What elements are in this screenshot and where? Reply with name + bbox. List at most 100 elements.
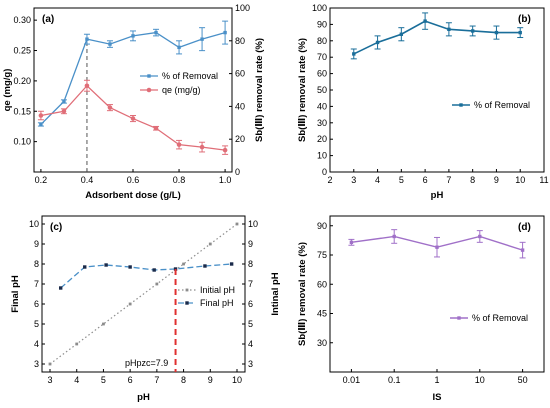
x-axis-label: IS [433,392,442,403]
y-axis-label-right: Sb(Ⅲ) removal rate (%) [254,38,265,142]
initial-ph-series-point [208,242,212,246]
final-ph-series-line [60,263,232,289]
qe-series-point [107,105,113,110]
y-tick-label-right: 20 [235,134,245,144]
removal-series-point [447,27,451,32]
panel-label: (b) [518,14,531,25]
y-tick-label-right: 8 [248,259,253,269]
initial-ph-series-line [49,223,238,365]
removal-series-point [518,30,522,35]
y-tick-label: 0.25 [13,46,31,56]
y-tick-label: 5 [34,319,39,329]
initial-ph-series-point [235,222,239,226]
initial-ph-series-point [155,282,159,286]
final-ph-series-point [229,262,234,266]
y-axis-label: Sb(Ⅲ) removal rate (%) [297,242,308,346]
x-axis-label: Adsorbent dose (g/L) [85,190,181,201]
x-tick-label: 10 [515,175,525,185]
x-tick-label: 0.6 [127,175,140,185]
y-tick-label-right: 40 [235,101,245,111]
final-ph-series-point [58,286,63,290]
initial-ph-series-point [48,362,52,366]
x-tick-label: 9 [208,375,213,385]
y-tick-label: 9 [34,239,39,249]
final-ph-series-point [83,265,87,269]
x-tick-label: 10 [232,375,242,385]
y-tick-label: 10 [317,151,327,161]
removal-series-point [177,45,181,50]
removal-series-point [108,42,112,46]
final-ph-series-point [152,268,156,272]
legend-removal-label: % of Removal [474,100,530,110]
y-tick-label: 60 [317,69,327,79]
legend-removal-marker [457,316,461,320]
removal-series-point [62,99,66,104]
qe-series-point [61,108,67,114]
removal-series-point [352,52,356,56]
initial-ph-series-point [182,262,185,266]
y-tick-label: 0.15 [13,106,31,116]
pzc-annotation: pHpzc=7.9 [125,358,168,368]
y-tick-label-right: 100 [235,3,250,13]
plot-frame [41,215,246,373]
removal-series-point [423,19,427,23]
x-tick-label: 8 [470,175,475,185]
qe-series-point [176,142,182,147]
final-ph-series-point [203,264,207,268]
legend-initial-label: Initial pH [200,285,235,295]
y-tick-label: 75 [317,250,327,260]
removal-series-point [131,34,135,38]
x-tick-label: 11 [539,175,548,185]
y-tick-label: 6 [34,299,39,309]
legend-qe-label: qe (mg/g) [162,85,201,95]
removal-series-point [375,40,380,45]
removal-series-point [478,234,482,239]
y-tick-label-right: 7 [248,279,253,289]
qe-series-point [84,83,90,89]
x-tick-label: 2 [327,175,332,185]
qe-series-point [38,113,44,118]
x-tick-label: 10 [475,375,485,385]
y-tick-label: 0.30 [13,15,31,25]
x-axis-label: pH [431,190,444,201]
y-tick-label-right: 10 [248,219,258,229]
final-ph-series-point [104,263,108,267]
legend-initial-marker [185,288,189,292]
x-tick-label: 6 [128,375,133,385]
panel-c: 3 4 5 6 7 8 9 10 3 4 5 6 7 8 9 10 3 4 5 6 7 8 9 10 (c) pH Final pH… [10,215,281,403]
y-axis-label: Sb(Ⅲ) removal rate (%) [297,38,308,142]
x-tick-label: 8 [181,375,186,385]
panel-label: (d) [518,222,531,233]
removal-series-point [223,30,227,35]
x-tick-label: 7 [446,175,451,185]
panel-label: (c) [50,222,62,233]
y-tick-label-right: 0 [235,167,240,177]
y-tick-label: 7 [34,279,39,289]
removal-series-point [520,248,525,252]
removal-series-point [399,32,404,36]
y-tick-label: 20 [317,134,327,144]
y-axis-label-left: Final pH [10,275,21,313]
y-tick-label-right: 6 [248,299,253,309]
removal-series-point [435,245,439,249]
y-tick-label: 40 [317,101,327,111]
y-tick-label: 0 [322,167,327,177]
legend-final-label: Final pH [200,298,234,308]
x-tick-label: 1.0 [219,175,232,185]
y-axis-label-right: Intinal pH [270,272,281,315]
y-tick-label: 10 [29,219,39,229]
removal-series-point [470,29,475,33]
y-tick-label: 30 [317,118,327,128]
qe-series-point [153,125,159,131]
y-tick-label: 60 [317,279,327,289]
y-tick-label: 3 [34,359,39,369]
y-tick-label: 90 [317,221,327,231]
x-tick-label: 9 [494,175,499,185]
panel-b: 2 3 4 5 6 7 8 9 10 11 0 10 20 30 40 50 60 70 80 90 100 (b) pH S… [297,3,549,201]
x-tick-label: 0.4 [81,175,94,185]
y-tick-label: 4 [34,339,39,349]
panel-d: 0.01 0.1 1 10 50 30 45 60 75 90 (d) IS Sb(Ⅲ) removal… [297,215,545,403]
y-tick-label-right: 3 [248,359,253,369]
y-tick-label-right: 9 [248,239,253,249]
x-tick-label: 0.2 [35,175,48,185]
